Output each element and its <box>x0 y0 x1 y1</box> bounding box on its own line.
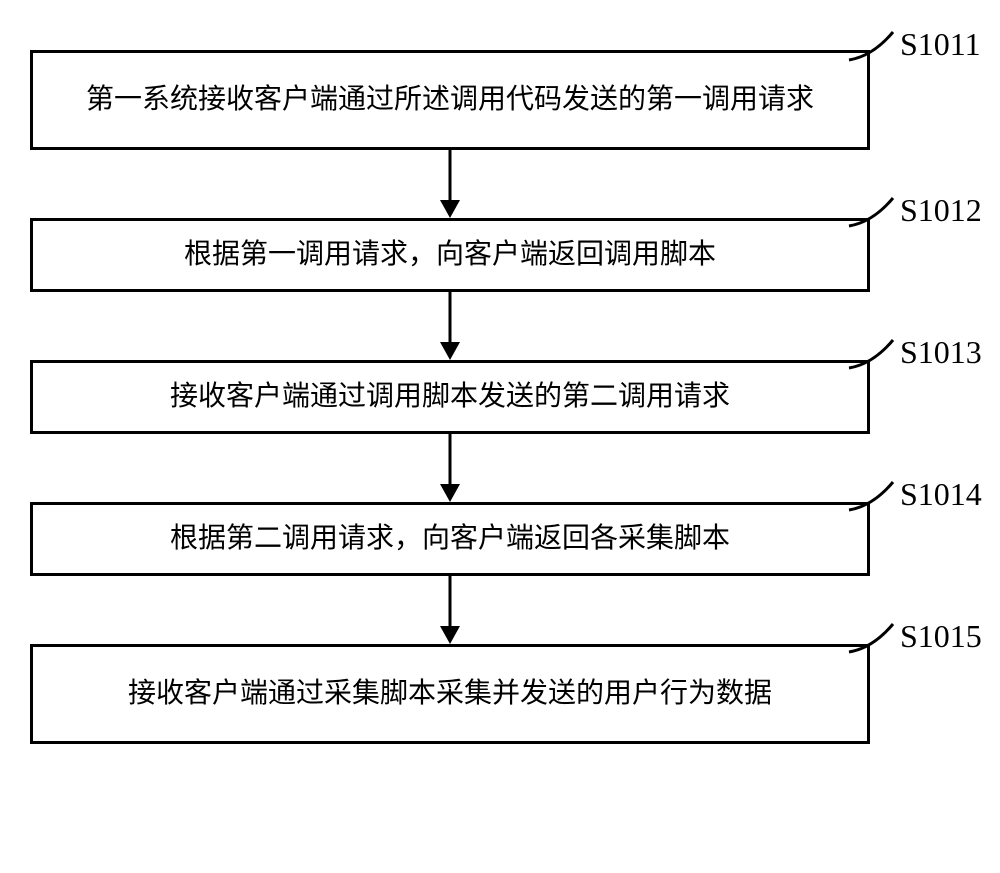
step-label-5: S1015 <box>900 618 982 655</box>
arrow-4 <box>435 576 465 644</box>
flowchart-step-1-text: 第一系统接收客户端通过所述调用代码发送的第一调用请求 <box>86 79 814 121</box>
flowchart-step-3-text: 接收客户端通过调用脚本发送的第二调用请求 <box>170 376 730 418</box>
step-label-2: S1012 <box>900 192 982 229</box>
arrow-3 <box>435 434 465 502</box>
flowchart-step-2-text: 根据第一调用请求，向客户端返回调用脚本 <box>184 234 716 276</box>
step-label-4: S1014 <box>900 476 982 513</box>
flowchart-step-5: 接收客户端通过采集脚本采集并发送的用户行为数据 <box>30 644 870 744</box>
flowchart-step-3: 接收客户端通过调用脚本发送的第二调用请求 <box>30 360 870 434</box>
flowchart-step-4-text: 根据第二调用请求，向客户端返回各采集脚本 <box>170 518 730 560</box>
step-label-1: S1011 <box>900 26 981 63</box>
flowchart-step-5-text: 接收客户端通过采集脚本采集并发送的用户行为数据 <box>128 673 772 715</box>
flowchart-step-1: 第一系统接收客户端通过所述调用代码发送的第一调用请求 <box>30 50 870 150</box>
flowchart: 第一系统接收客户端通过所述调用代码发送的第一调用请求 S1011 根据第一调用请… <box>20 20 980 860</box>
flowchart-step-2: 根据第一调用请求，向客户端返回调用脚本 <box>30 218 870 292</box>
arrow-2 <box>435 292 465 360</box>
step-label-3: S1013 <box>900 334 982 371</box>
arrow-1 <box>435 150 465 218</box>
flowchart-step-4: 根据第二调用请求，向客户端返回各采集脚本 <box>30 502 870 576</box>
